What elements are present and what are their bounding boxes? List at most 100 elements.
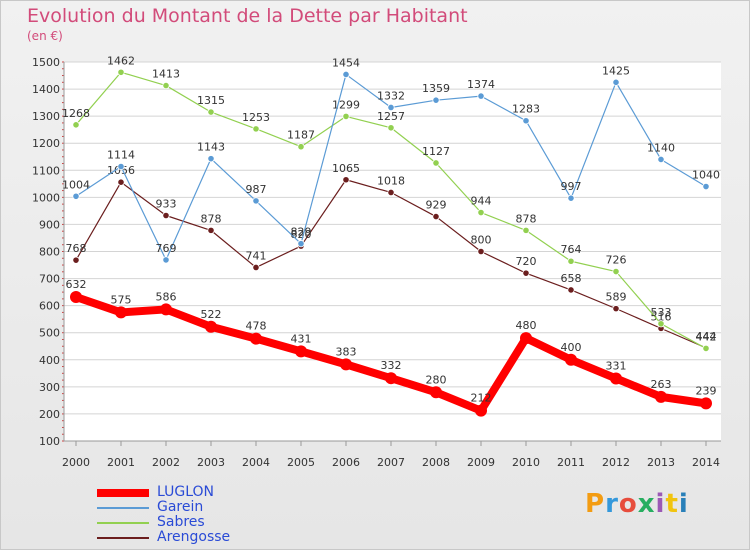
data-label: 764: [561, 243, 582, 256]
data-point: [610, 372, 622, 385]
data-label: 1462: [107, 54, 135, 67]
data-label: 589: [606, 291, 627, 304]
data-label: 383: [336, 345, 357, 358]
series-arengosse: 7681056933878741820106510189298007206585…: [66, 162, 717, 352]
x-tick-label: 2011: [557, 456, 585, 469]
legend-label: Sabres: [157, 514, 205, 530]
x-tick-label: 2003: [197, 456, 225, 469]
data-label: 239: [696, 384, 717, 397]
data-label: 1127: [422, 145, 450, 158]
data-point: [205, 320, 217, 333]
data-label: 1065: [332, 162, 360, 175]
legend-item: Sabres: [97, 514, 297, 531]
legend-item: Arengosse: [97, 529, 297, 546]
x-tick-label: 2004: [242, 456, 270, 469]
data-point: [477, 92, 485, 100]
data-point: [477, 247, 485, 256]
data-label: 331: [606, 359, 627, 372]
data-point: [522, 117, 530, 125]
data-label: 944: [471, 195, 492, 208]
data-label: 1018: [377, 174, 405, 187]
data-label: 878: [201, 212, 222, 225]
data-label: 997: [561, 180, 582, 193]
data-point: [387, 124, 395, 132]
data-point: [162, 211, 170, 220]
data-label: 522: [201, 308, 222, 321]
data-point: [430, 386, 442, 399]
legend-label: Arengosse: [157, 529, 231, 545]
data-label: 516: [651, 310, 672, 323]
data-label: 1040: [692, 169, 720, 182]
data-label: 212: [471, 392, 492, 405]
data-label: 1332: [377, 89, 405, 102]
data-point: [162, 256, 170, 264]
logo-letter: x: [637, 489, 656, 519]
data-point: [432, 96, 440, 104]
data-point: [252, 197, 260, 205]
data-point: [522, 269, 530, 277]
y-tick-label: 500: [39, 327, 60, 340]
data-point: [72, 192, 80, 200]
y-tick-label: 1500: [32, 56, 60, 69]
legend: LUGLON Garein Sabres Arengosse: [97, 484, 297, 546]
logo-letter: r: [605, 489, 619, 519]
data-label: 586: [156, 290, 177, 303]
logo-letter: P: [585, 489, 606, 519]
y-tick-label: 1100: [32, 164, 60, 177]
y-tick-label: 1400: [32, 83, 60, 96]
data-label: 1268: [62, 107, 90, 120]
y-tick-label: 100: [39, 435, 60, 448]
data-label: 929: [426, 199, 447, 212]
data-point: [295, 345, 307, 358]
data-point: [702, 344, 710, 353]
data-point: [567, 257, 575, 265]
data-point: [207, 226, 215, 234]
data-point: [340, 358, 352, 371]
data-label: 658: [561, 272, 582, 285]
data-point: [387, 103, 395, 112]
data-label: 1359: [422, 82, 450, 95]
y-tick-label: 1300: [32, 110, 60, 123]
data-point: [567, 194, 575, 202]
series-garein: 1004 1114 769 1143 987 829 1454 1332 1359 1374 128…: [62, 56, 720, 264]
logo-letter: i: [678, 489, 689, 519]
logo-letter: o: [618, 489, 638, 519]
data-point: [250, 332, 262, 345]
data-point: [700, 397, 712, 410]
y-tick-label: 600: [39, 300, 60, 313]
data-point: [117, 178, 125, 186]
data-label: 800: [471, 234, 492, 247]
x-tick-label: 2006: [332, 456, 360, 469]
data-label: 933: [156, 197, 177, 210]
data-label: 1004: [62, 178, 90, 191]
data-label: 1257: [377, 110, 405, 123]
y-tick-label: 300: [39, 381, 60, 394]
data-label: 632: [66, 278, 87, 291]
data-label: 1425: [602, 64, 630, 77]
data-label: 1374: [467, 78, 495, 91]
legend-swatch: [97, 522, 149, 524]
data-point: [432, 159, 440, 167]
data-label: 741: [246, 249, 267, 262]
data-point: [70, 290, 82, 303]
x-tick-label: 2009: [467, 456, 495, 469]
data-point: [567, 286, 575, 294]
y-tick-label: 800: [39, 246, 60, 259]
logo-letter: t: [665, 489, 679, 519]
data-label: 1454: [332, 56, 360, 69]
data-label: 1140: [647, 141, 675, 154]
data-label: 280: [426, 373, 447, 386]
chart-subtitle: (en €): [27, 29, 63, 43]
legend-item: Garein: [97, 499, 297, 516]
data-point: [252, 125, 260, 133]
data-point: [297, 143, 305, 151]
data-point: [565, 353, 577, 366]
data-label: 444: [696, 330, 717, 343]
data-point: [657, 320, 665, 328]
y-tick-label: 1000: [32, 191, 60, 204]
data-label: 533: [651, 306, 672, 319]
data-point: [612, 267, 620, 276]
x-tick-label: 2001: [107, 456, 135, 469]
x-tick-label: 2010: [512, 456, 540, 469]
